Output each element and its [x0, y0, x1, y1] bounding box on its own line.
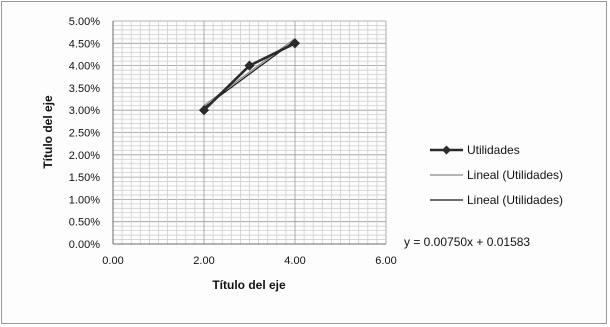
y-tick-label: 0.00% — [69, 239, 100, 251]
y-tick-label: 2.00% — [69, 150, 100, 162]
grid — [113, 20, 387, 244]
x-tick-labels: 0.00 2.00 4.00 6.00 — [102, 255, 396, 267]
x-tick-label: 0.00 — [102, 255, 123, 267]
y-tick-label: 1.00% — [69, 194, 100, 206]
y-tick-label: 1.50% — [69, 172, 100, 184]
legend-label: Lineal (Utilidades) — [467, 168, 563, 182]
y-tick-label: 0.50% — [69, 217, 100, 229]
x-tick-label: 2.00 — [193, 255, 214, 267]
y-tick-labels: 0.00% 0.50% 1.00% 1.50% 2.00% 2.50% 3.00% 3.50%… — [69, 16, 100, 251]
y-tick-label: 2.50% — [69, 128, 100, 140]
legend: Utilidades Lineal (Utilidades) Lineal (Uti… — [430, 143, 563, 207]
x-tick-label: 4.00 — [284, 255, 305, 267]
y-tick-label: 3.00% — [69, 105, 100, 117]
legend-label: Utilidades — [467, 143, 520, 157]
trendline-equation: y = 0.00750x + 0.01583 — [404, 235, 530, 249]
legend-label: Lineal (Utilidades) — [467, 193, 563, 207]
x-tick-label: 6.00 — [375, 255, 396, 267]
legend-marker — [442, 145, 451, 155]
data-point — [289, 38, 301, 49]
data-point — [198, 105, 210, 116]
x-axis-title: Título del eje — [212, 278, 286, 292]
y-tick-label: 4.00% — [69, 61, 100, 73]
y-axis-title: Título del eje — [41, 95, 55, 169]
y-tick-label: 3.50% — [69, 83, 100, 95]
data-series — [198, 38, 301, 116]
data-point — [244, 60, 255, 71]
y-tick-label: 4.50% — [69, 38, 100, 50]
y-tick-label: 5.00% — [69, 16, 100, 28]
axes — [112, 21, 386, 245]
